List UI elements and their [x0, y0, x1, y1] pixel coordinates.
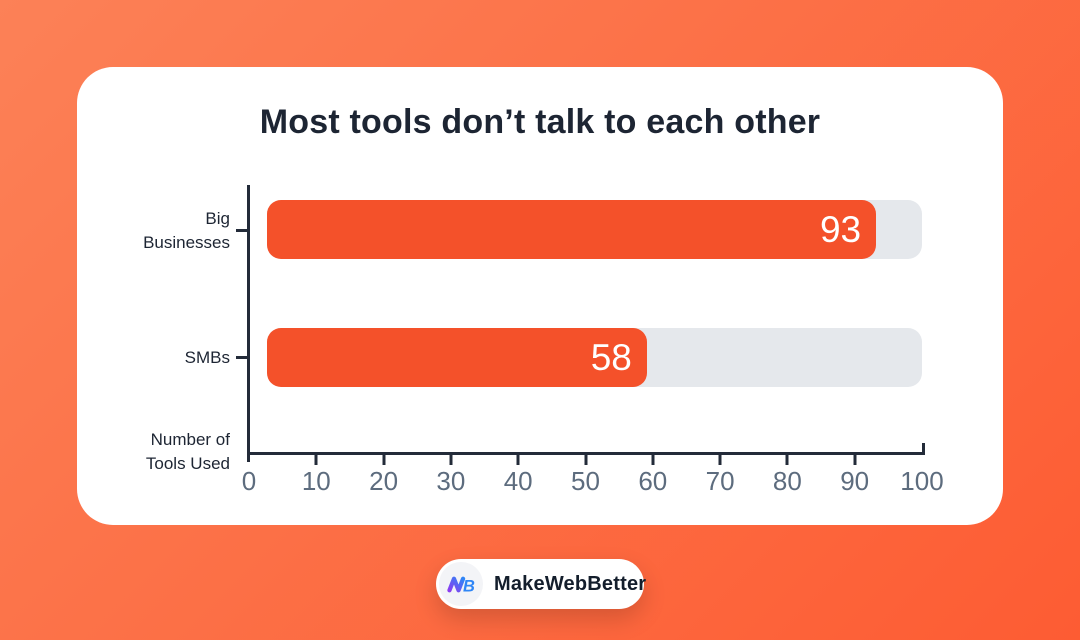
svg-text:B: B: [463, 577, 475, 594]
x-tick-label: 20: [369, 466, 399, 496]
category-label-smbs: SMBs: [80, 346, 230, 370]
x-tick-label: 80: [772, 466, 802, 496]
brand-pill: B MakeWebBetter: [436, 559, 647, 609]
x-axis-title-line: Tools Used: [145, 454, 230, 473]
x-tick-label: 50: [571, 466, 600, 496]
x-tick-label: 40: [503, 466, 533, 496]
x-tick-label: 60: [638, 466, 668, 496]
y-tick-mark: [236, 356, 247, 359]
x-tick-label: 0: [241, 466, 257, 496]
x-tick-mark: [314, 455, 318, 465]
plot-area: 0 10 20 30 40 50 60 70 80 90 100 Big Businesses SM…: [143, 185, 944, 496]
category-label-line: SMBs: [184, 348, 230, 367]
bar-big-businesses: 93: [267, 200, 877, 259]
x-tick-mark: [785, 455, 789, 465]
x-tick-mark: [651, 455, 655, 465]
y-axis-line: [247, 185, 250, 462]
bar-track-smbs: 58: [267, 328, 922, 387]
x-tick-mark: [718, 455, 722, 465]
y-tick-mark: [236, 229, 247, 232]
bar-track-big-businesses: 93: [267, 200, 922, 259]
x-axis-endcap: [922, 443, 925, 455]
brand-logo-circle: B: [439, 562, 483, 606]
x-tick-mark: [449, 455, 453, 465]
x-tick-label: 70: [705, 466, 735, 496]
x-tick-label: 90: [840, 466, 870, 496]
x-tick-mark: [584, 455, 587, 465]
makewebbetter-logo-icon: B: [447, 576, 475, 594]
bar-value-label: 58: [590, 337, 632, 378]
x-tick-mark: [516, 455, 520, 465]
x-axis-tick-labels: 0 10 20 30 40 50 60 70 80 90 100: [242, 466, 944, 498]
x-tick-label: 30: [436, 466, 466, 496]
x-tick-mark: [853, 455, 857, 465]
x-axis-title: Number of Tools Used: [80, 428, 230, 476]
category-label-line: Big: [205, 209, 230, 228]
x-tick-label: 10: [301, 466, 331, 496]
x-axis-line: [247, 452, 925, 455]
category-label-big-businesses: Big Businesses: [80, 207, 230, 255]
category-label-line: Businesses: [143, 233, 230, 252]
bar-value-label: 93: [819, 209, 862, 250]
bar-smbs: 58: [267, 328, 647, 387]
x-tick-mark: [382, 455, 386, 465]
brand-name: MakeWebBetter: [494, 572, 647, 595]
chart-card: Most tools don’t talk to each other 0 10 2…: [77, 67, 1003, 525]
chart-title: Most tools don’t talk to each other: [259, 103, 821, 141]
x-axis-tick-marks: [249, 455, 922, 465]
x-tick-label: 100: [900, 466, 944, 496]
x-axis-title-line: Number of: [150, 430, 230, 449]
